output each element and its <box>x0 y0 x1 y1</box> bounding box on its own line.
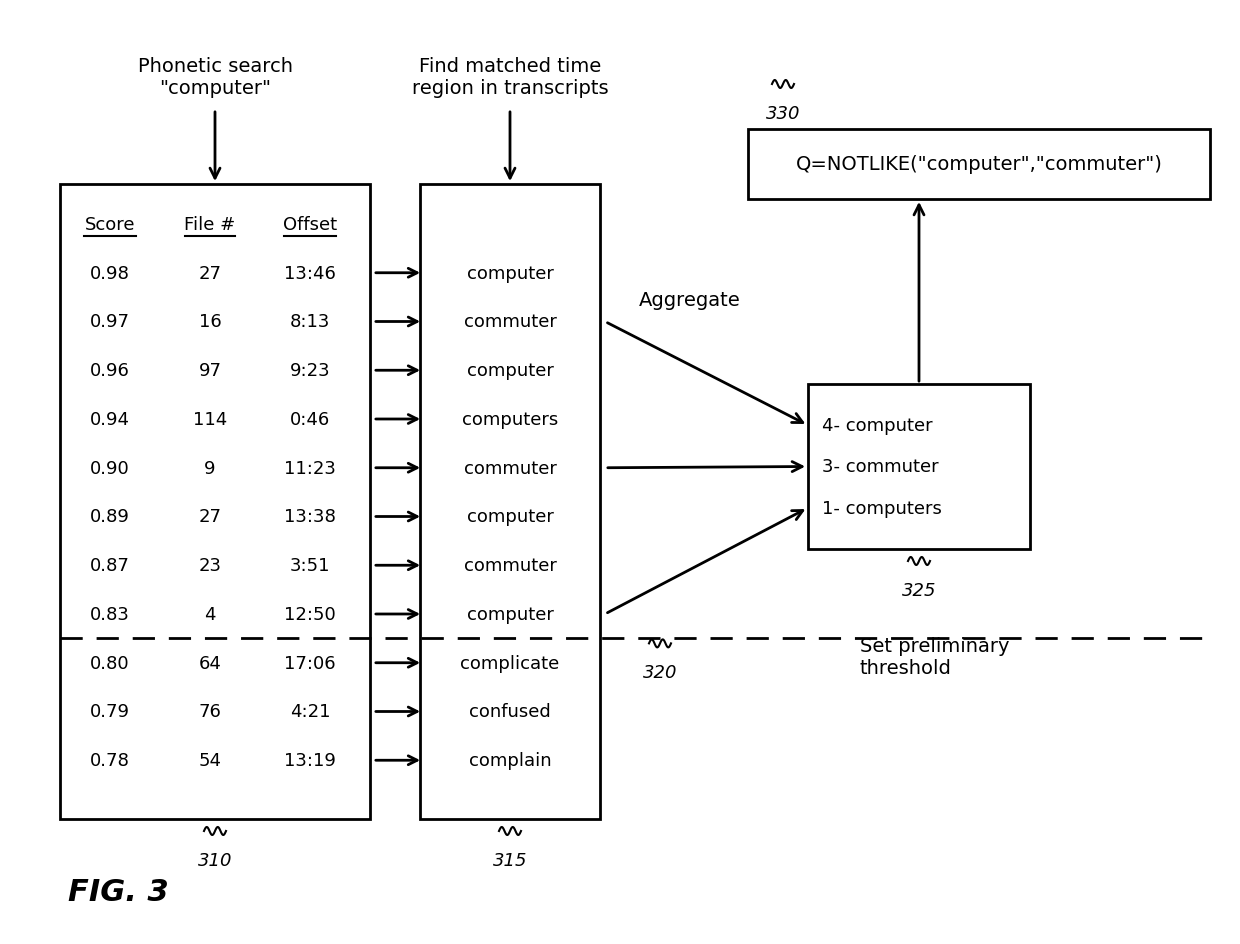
Text: 76: 76 <box>198 702 222 720</box>
Text: 315: 315 <box>492 851 527 869</box>
Text: 0.79: 0.79 <box>91 702 130 720</box>
Text: 0.78: 0.78 <box>91 751 130 769</box>
Text: 4:21: 4:21 <box>290 702 330 720</box>
Text: Phonetic search
"computer": Phonetic search "computer" <box>138 58 293 98</box>
Text: 0.87: 0.87 <box>91 557 130 575</box>
Text: 17:06: 17:06 <box>284 654 336 672</box>
Text: Q=NOTLIKE("computer","commuter"): Q=NOTLIKE("computer","commuter") <box>796 156 1162 175</box>
Text: 4- computer: 4- computer <box>822 417 932 435</box>
Text: Set preliminary
threshold: Set preliminary threshold <box>861 636 1009 677</box>
Text: File #: File # <box>185 216 236 234</box>
Text: 9:23: 9:23 <box>290 362 330 379</box>
Text: 3:51: 3:51 <box>290 557 330 575</box>
Text: confused: confused <box>469 702 551 720</box>
Text: 0.98: 0.98 <box>91 264 130 282</box>
Text: 3- commuter: 3- commuter <box>822 458 939 476</box>
Text: 320: 320 <box>642 664 677 682</box>
Text: commuter: commuter <box>464 313 557 331</box>
Text: 0.94: 0.94 <box>91 411 130 429</box>
Text: 16: 16 <box>198 313 222 331</box>
Text: computers: computers <box>461 411 558 429</box>
Text: Aggregate: Aggregate <box>639 291 740 310</box>
Text: Offset: Offset <box>283 216 337 234</box>
Text: 0.80: 0.80 <box>91 654 130 672</box>
Text: 0:46: 0:46 <box>290 411 330 429</box>
Text: 0.90: 0.90 <box>91 460 130 478</box>
Text: 1- computers: 1- computers <box>822 499 942 517</box>
Text: 325: 325 <box>901 582 936 599</box>
Text: 0.97: 0.97 <box>91 313 130 331</box>
Text: 13:19: 13:19 <box>284 751 336 769</box>
Text: commuter: commuter <box>464 557 557 575</box>
Text: computer: computer <box>466 605 553 623</box>
Text: Score: Score <box>84 216 135 234</box>
Text: 0.96: 0.96 <box>91 362 130 379</box>
Text: Find matched time
region in transcripts: Find matched time region in transcripts <box>412 58 609 98</box>
Text: 13:38: 13:38 <box>284 508 336 526</box>
Text: 23: 23 <box>198 557 222 575</box>
Text: 0.83: 0.83 <box>91 605 130 623</box>
Text: 9: 9 <box>205 460 216 478</box>
Text: computer: computer <box>466 362 553 379</box>
Text: 310: 310 <box>197 851 232 869</box>
Text: computer: computer <box>466 508 553 526</box>
Text: 11:23: 11:23 <box>284 460 336 478</box>
Text: 54: 54 <box>198 751 222 769</box>
Text: 64: 64 <box>198 654 222 672</box>
Text: 114: 114 <box>193 411 227 429</box>
Text: 27: 27 <box>198 264 222 282</box>
Text: 27: 27 <box>198 508 222 526</box>
Text: 13:46: 13:46 <box>284 264 336 282</box>
Text: 97: 97 <box>198 362 222 379</box>
Text: complain: complain <box>469 751 552 769</box>
Text: computer: computer <box>466 264 553 282</box>
Text: 8:13: 8:13 <box>290 313 330 331</box>
Text: 330: 330 <box>766 105 800 123</box>
Text: complicate: complicate <box>460 654 559 672</box>
Text: 12:50: 12:50 <box>284 605 336 623</box>
Text: 4: 4 <box>205 605 216 623</box>
Text: FIG. 3: FIG. 3 <box>68 878 169 906</box>
Text: 0.89: 0.89 <box>91 508 130 526</box>
Text: commuter: commuter <box>464 460 557 478</box>
